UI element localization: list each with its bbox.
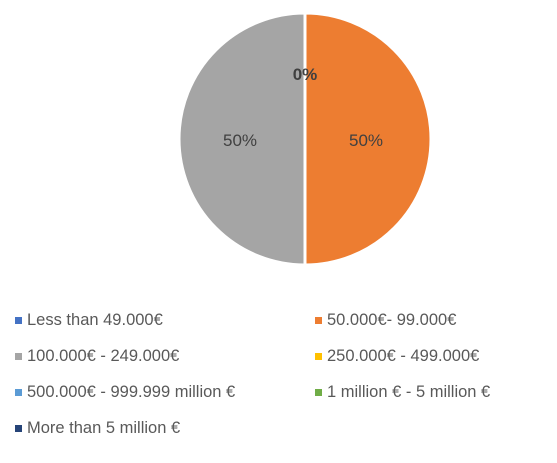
legend-label-0: Less than 49.000€ xyxy=(27,310,163,329)
legend-swatch-0 xyxy=(15,316,22,324)
legend-item-4: 500.000€ - 999.999 million € xyxy=(15,381,235,403)
data-label-0: 0% xyxy=(293,65,318,84)
legend-item-3: 250.000€ - 499.000€ xyxy=(315,345,479,367)
legend-label-4: 500.000€ - 999.999 million € xyxy=(27,382,236,401)
legend-swatch-1 xyxy=(315,316,322,324)
legend-item-0: Less than 49.000€ xyxy=(15,309,163,331)
legend-label-5: 1 million € - 5 million € xyxy=(327,382,491,401)
data-label-2: 50% xyxy=(223,131,257,150)
legend-label-1: 50.000€- 99.000€ xyxy=(327,310,457,329)
legend-item-1: 50.000€- 99.000€ xyxy=(315,309,456,331)
legend-label-3: 250.000€ - 499.000€ xyxy=(327,346,480,365)
legend-swatch-6 xyxy=(15,424,22,432)
pie-slice-2 xyxy=(177,11,307,267)
legend-item-6: More than 5 million € xyxy=(15,417,180,439)
legend-swatch-3 xyxy=(315,352,322,360)
legend-label-2: 100.000€ - 249.000€ xyxy=(27,346,180,365)
legend-label-6: More than 5 million € xyxy=(27,418,181,437)
legend-swatch-2 xyxy=(15,352,22,360)
data-label-1: 50% xyxy=(349,131,383,150)
legend-swatch-5 xyxy=(315,388,322,396)
legend-swatch-4 xyxy=(15,388,22,396)
pie-slice-1 xyxy=(303,11,433,267)
legend-item-5: 1 million € - 5 million € xyxy=(315,381,490,403)
pie-chart: 0% 50% 50% xyxy=(177,11,433,267)
legend-item-2: 100.000€ - 249.000€ xyxy=(15,345,179,367)
